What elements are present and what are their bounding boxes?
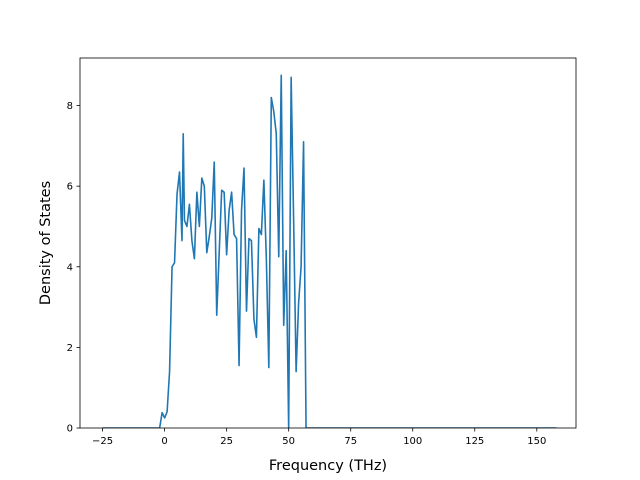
x-tick-label: 25 xyxy=(220,436,233,447)
x-tick-label: 50 xyxy=(282,436,295,447)
x-axis-title: Frequency (THz) xyxy=(269,458,387,474)
x-tick-label: −25 xyxy=(92,436,113,447)
x-axis-ticks: −25 0 25 50 75 100 125 150 xyxy=(92,428,546,447)
x-tick-label: 75 xyxy=(344,436,357,447)
x-tick-label: 125 xyxy=(465,436,484,447)
x-tick-label: 100 xyxy=(403,436,422,447)
y-axis-ticks: 0 2 4 6 8 xyxy=(67,101,80,435)
dos-series-line xyxy=(102,74,557,428)
plot-frame xyxy=(79,57,577,429)
y-axis-title: Density of States xyxy=(38,181,54,305)
x-tick-label: 0 xyxy=(161,436,167,447)
y-tick-label: 2 xyxy=(67,343,73,354)
x-tick-label: 150 xyxy=(527,436,546,447)
y-tick-label: 6 xyxy=(67,182,73,193)
y-tick-label: 8 xyxy=(67,101,73,112)
y-tick-label: 0 xyxy=(67,424,73,435)
y-tick-label: 4 xyxy=(67,262,73,273)
